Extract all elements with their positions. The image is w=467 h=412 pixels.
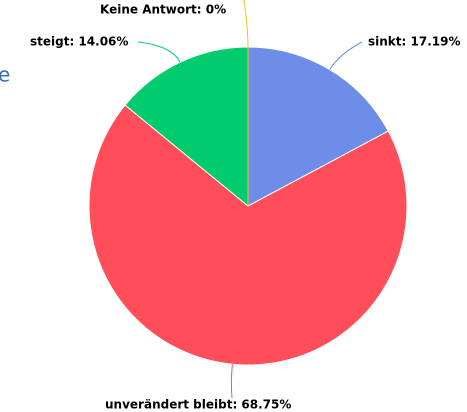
pie-slice (247, 46, 389, 207)
leader-line (329, 41, 363, 70)
slice-label: Keine Antwort: 0% (100, 3, 226, 17)
leader-line (243, 0, 249, 48)
slice-label: unverändert bleibt: 68.75% (105, 398, 291, 412)
pie-slice (88, 104, 408, 366)
leader-line (137, 41, 181, 63)
leader-line (230, 364, 233, 399)
slice-label: steigt: 14.06% (30, 35, 128, 49)
cut-off-text: e (0, 63, 10, 87)
slice-label: sinkt: 17.19% (368, 35, 460, 49)
